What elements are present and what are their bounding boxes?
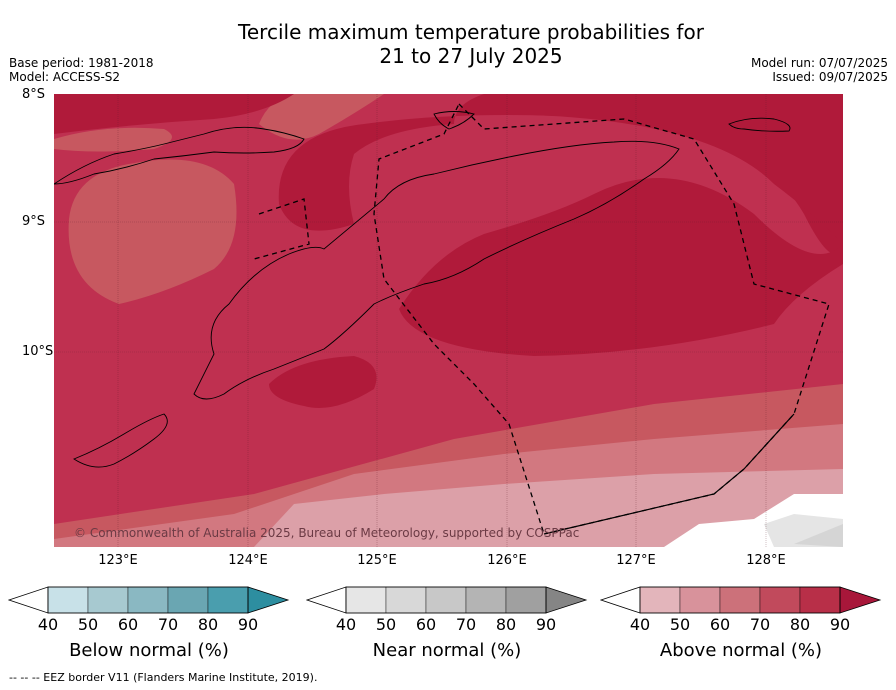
colorbar-near-normal [306, 586, 588, 614]
colorbar-near-normal-segments [306, 586, 588, 614]
title-line-1: Tercile maximum temperature probabilitie… [238, 20, 704, 44]
colorbar-below-extend-high [247, 586, 290, 614]
zone-above-90-south [269, 356, 377, 408]
small-islands [728, 117, 791, 132]
zone-near-70 [794, 524, 843, 547]
zone-above-70-nw [54, 127, 172, 152]
colorbar-below-normal [8, 586, 290, 614]
colorbar-below-tick: 90 [237, 615, 259, 634]
base-period: Base period: 1981-2018 [9, 56, 154, 70]
colorbar-near-segment [385, 586, 427, 614]
lon-label-123e: 123°E [98, 553, 138, 568]
colorbar-above-segment [719, 586, 761, 614]
colorbar-above-segment [759, 586, 801, 614]
zone-above-70-north [259, 94, 384, 140]
lon-label-124e: 124°E [228, 553, 268, 568]
colorbar-near-segment [505, 586, 547, 614]
meta-right: Model run: 07/07/2025 Issued: 09/07/2025 [751, 56, 888, 84]
colorbar-below-extend-low [8, 586, 49, 614]
colorbar-above-extend-high [839, 586, 882, 614]
colorbar-below-segment [47, 586, 89, 614]
lat-label-8s: 8°S [22, 87, 46, 102]
colorbar-below-tick: 60 [117, 615, 139, 634]
zone-above-90-top [54, 94, 294, 134]
lat-label-10s: 10°S [22, 344, 54, 359]
alor-island [54, 126, 305, 185]
colorbar-above-tick: 50 [669, 615, 691, 634]
colorbar-near-extend-high [545, 586, 588, 614]
colorbar-near-segment [465, 586, 507, 614]
model-name: Model: ACCESS-S2 [9, 70, 121, 84]
map-title: Tercile maximum temperature probabilitie… [0, 20, 896, 68]
colorbar-near-frame [345, 586, 547, 614]
grid-lines [54, 94, 843, 547]
lon-label-125e: 125°E [357, 553, 397, 568]
colorbar-above-normal-segments [600, 586, 882, 614]
issued-date: Issued: 09/07/2025 [772, 70, 888, 84]
zone-above-70-west [68, 159, 237, 304]
colorbar-below-segment [127, 586, 169, 614]
colorbar-near-tick: 40 [335, 615, 357, 634]
colorbar-above-title: Above normal (%) [659, 640, 823, 661]
colorbar-below-title: Below normal (%) [69, 640, 229, 661]
semau-island [73, 413, 168, 468]
timor-island [193, 140, 680, 400]
lon-label-126e: 126°E [487, 553, 527, 568]
zone-above-90-topright [484, 94, 843, 244]
colorbar-above-segment [799, 586, 841, 614]
colorbar-below-tick: 50 [77, 615, 99, 634]
colorbar-below-tick: 80 [197, 615, 219, 634]
colorbar-below-tick: 40 [37, 615, 59, 634]
colorbar-near-title: Near normal (%) [372, 640, 522, 661]
lat-label-9s: 9°S [22, 214, 46, 229]
colorbar-near-tick: 50 [375, 615, 397, 634]
colorbar-near-tick: 80 [495, 615, 517, 634]
colorbar-near-tick: 60 [415, 615, 437, 634]
coastlines [54, 111, 791, 468]
model-run: Model run: 07/07/2025 [750, 56, 888, 70]
title-line-2: 21 to 27 July 2025 [379, 44, 563, 68]
colorbar-above-extend-low [600, 586, 641, 614]
colorbar-above-tick: 40 [629, 615, 651, 634]
australia-boundary [543, 413, 795, 535]
colorbar-above-segment [639, 586, 681, 614]
colorbar-below-frame [47, 586, 249, 614]
colorbar-below-normal-segments [8, 586, 290, 614]
colorbar-below-segment [87, 586, 129, 614]
colorbar-below-segment [207, 586, 249, 614]
copyright-notice: © Commonwealth of Australia 2025, Bureau… [74, 526, 580, 540]
colorbar-near-segment [425, 586, 467, 614]
colorbar-below-segment [167, 586, 209, 614]
colorbar-near-segment [345, 586, 387, 614]
eez-legend-note: -- -- -- EEZ border V11 (Flanders Marine… [9, 671, 318, 684]
colorbar-above-tick: 70 [749, 615, 771, 634]
meta-left: Base period: 1981-2018 Model: ACCESS-S2 [9, 56, 154, 84]
zone-above-90-core [399, 178, 843, 356]
colorbar-above-frame [639, 586, 841, 614]
colorbar-above-tick: 80 [789, 615, 811, 634]
lon-label-127e: 127°E [616, 553, 656, 568]
wetar-island [433, 111, 475, 130]
colorbar-near-extend-low [306, 586, 347, 614]
colorbar-near-tick: 70 [455, 615, 477, 634]
colorbar-near-tick: 90 [535, 615, 557, 634]
colorbar-above-tick: 60 [709, 615, 731, 634]
colorbar-below-tick: 70 [157, 615, 179, 634]
colorbar-above-tick: 90 [829, 615, 851, 634]
colorbar-above-normal [600, 586, 882, 614]
colorbar-above-segment [679, 586, 721, 614]
probability-map[interactable] [54, 94, 843, 547]
lon-label-128e: 128°E [746, 553, 786, 568]
